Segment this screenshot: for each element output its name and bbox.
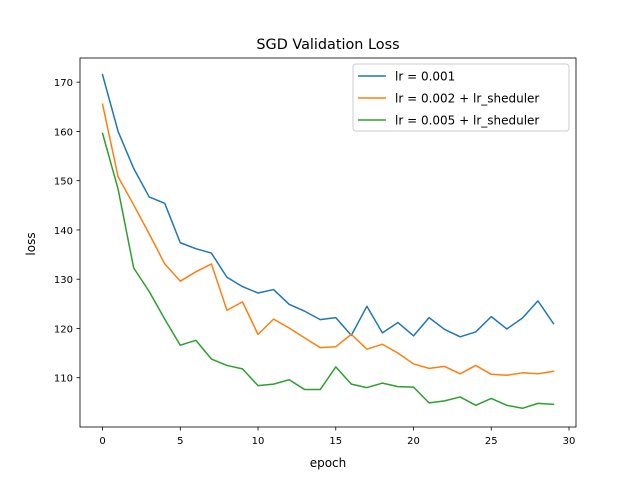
y-axis-label: loss (24, 232, 38, 255)
y-tick-label: 160 (54, 127, 73, 138)
plot-area: 0 5 10 15 20 25 30 110 120 130 140 150 160 170 lr = 0.… (54, 57, 577, 447)
legend-label-1: lr = 0.001 (395, 70, 455, 84)
x-tick-label: 20 (407, 436, 420, 447)
series-line-2 (101, 103, 555, 377)
x-tick-label: 25 (485, 436, 498, 447)
y-tick-label: 110 (54, 374, 73, 385)
legend-box (352, 63, 570, 132)
x-axis-label: epoch (310, 456, 347, 470)
axes-frame (79, 57, 577, 428)
legend-label-3: lr = 0.005 + lr_sheduler (395, 114, 539, 128)
y-tick-label: 120 (54, 324, 73, 335)
chart-title: SGD Validation Loss (256, 37, 399, 53)
x-tick-label: 30 (563, 436, 576, 447)
legend-label-2: lr = 0.002 + lr_sheduler (395, 92, 539, 106)
x-tick-label: 15 (329, 436, 342, 447)
y-tick-label: 130 (54, 275, 73, 286)
series-line-3 (101, 132, 555, 410)
y-tick-label: 150 (54, 177, 73, 188)
y-tick-label: 170 (54, 78, 73, 89)
series-line-1 (101, 73, 555, 338)
x-tick-label: 0 (99, 436, 105, 447)
x-tick-label: 5 (177, 436, 183, 447)
x-tick-label: 10 (252, 436, 265, 447)
y-tick-label: 140 (54, 226, 73, 237)
